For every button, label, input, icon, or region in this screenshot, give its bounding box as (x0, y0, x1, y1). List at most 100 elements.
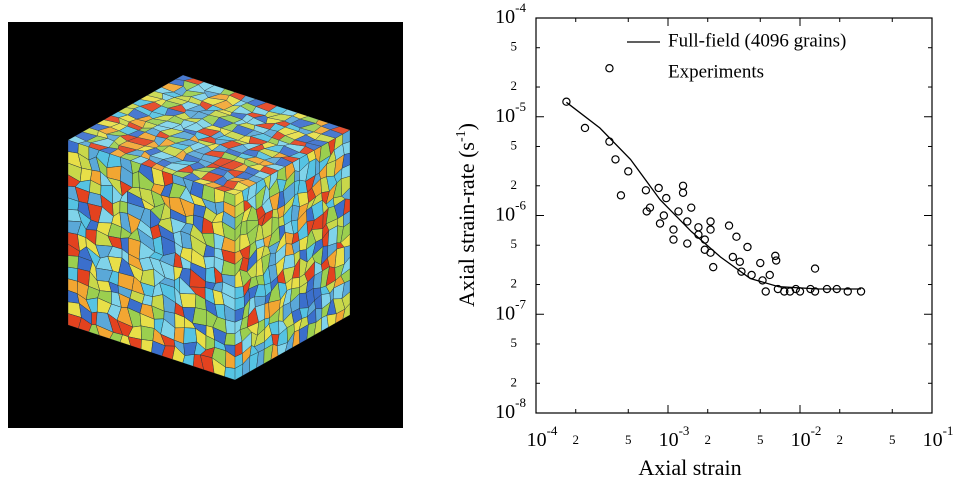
tick-label-base: 5 (511, 39, 518, 54)
data-point (771, 251, 780, 261)
tick-label-base: 5 (757, 432, 764, 447)
grain (341, 280, 350, 300)
tick-label-base: 10 (923, 429, 943, 451)
tick-label: 10-4 (527, 423, 558, 451)
data-point (562, 97, 571, 106)
tick-label: 2 (572, 432, 579, 447)
tick-label: 10-5 (495, 99, 526, 127)
tick-label-exponent: -1 (943, 423, 954, 438)
data-point (743, 242, 752, 252)
data-point (683, 239, 692, 248)
tick-label-base: 10 (495, 302, 515, 324)
tick-label-base: 10 (495, 6, 515, 28)
tick-label-base: 10 (527, 429, 547, 451)
tick-label-base: 2 (836, 432, 843, 447)
grain (341, 187, 350, 200)
data-point (605, 137, 614, 146)
tick-label-base: 2 (511, 374, 518, 389)
tick-label-base: 10 (495, 104, 515, 126)
tick-label-exponent: -7 (515, 296, 526, 311)
grain (221, 274, 235, 288)
tick-label-exponent: -8 (515, 395, 526, 410)
data-point (856, 287, 866, 296)
data-point (728, 252, 738, 262)
legend-label: Full-field (4096 grains) (668, 30, 846, 51)
cube-face (235, 130, 350, 380)
tick-label-base: 10 (495, 401, 515, 423)
data-point (791, 284, 801, 294)
tick-label-exponent: -4 (547, 423, 558, 438)
grain (223, 201, 235, 219)
data-point (724, 221, 734, 230)
tick-label: 5 (511, 335, 518, 350)
data-point (732, 232, 741, 241)
grain (343, 210, 350, 228)
grain (330, 126, 350, 135)
tick-label-base: 5 (511, 335, 518, 350)
grain (224, 332, 235, 346)
top-shade (68, 75, 350, 195)
tick-label: 5 (511, 236, 518, 251)
grain (221, 281, 235, 300)
data-point (806, 284, 815, 294)
tick-label: 2 (704, 432, 711, 447)
y-axis-label: Axial strain-rate (s-1) (454, 123, 479, 307)
data-point (822, 284, 832, 294)
model-curve (566, 101, 861, 290)
data-point (843, 287, 852, 296)
cube-face (68, 75, 350, 195)
tick-label-base: 2 (511, 177, 518, 192)
data-point (706, 248, 715, 257)
grain (340, 175, 350, 197)
data-point (687, 203, 696, 212)
grain (342, 303, 350, 320)
cube-face (68, 140, 235, 380)
tick-label-base: 5 (511, 236, 518, 251)
data-point (694, 223, 703, 232)
x-axis-label: Axial strain (638, 455, 741, 480)
data-point (655, 219, 665, 228)
grain (341, 152, 350, 169)
tick-label-base: 10 (495, 203, 515, 225)
grain (223, 304, 235, 323)
grain (340, 256, 350, 277)
tick-label-base: 5 (511, 137, 518, 152)
grain (224, 366, 235, 380)
tick-label: 10-1 (923, 423, 954, 451)
grain (340, 268, 350, 284)
data-point (678, 181, 688, 190)
data-point (605, 64, 614, 73)
grain (221, 221, 235, 242)
data-point (765, 270, 774, 280)
legend-label: Experiments (668, 61, 764, 82)
data-point (700, 235, 709, 244)
tick-label: 10-8 (495, 395, 526, 423)
tick-label: 10-2 (791, 423, 822, 451)
plot: 10-42 5 10-32 5 10-22 5 10-110-82510-72510-625… (454, 0, 953, 480)
tick-label: 2 (836, 432, 843, 447)
grain (340, 222, 350, 244)
tick-label-base: 10 (791, 429, 811, 451)
grain (340, 164, 350, 180)
data-point (669, 235, 678, 244)
data-point (771, 256, 781, 265)
data-point (662, 193, 671, 203)
data-point (669, 225, 678, 234)
y-axis-label-text: Axial strain-rate (s (454, 142, 479, 307)
data-point (659, 211, 669, 220)
data-point (780, 287, 789, 296)
data-point (795, 287, 805, 296)
data-point (735, 257, 745, 266)
tick-label-base: 5 (889, 432, 896, 447)
tick-label: 5 (511, 137, 518, 152)
tick-label-exponent: -2 (811, 423, 822, 438)
grain (342, 141, 350, 155)
tick-label-exponent: -4 (515, 0, 526, 15)
grain (221, 211, 235, 231)
data-point (683, 217, 692, 226)
grain (221, 291, 235, 311)
data-point (580, 123, 590, 133)
tick-label: 5 (889, 432, 896, 447)
data-point (708, 262, 718, 272)
